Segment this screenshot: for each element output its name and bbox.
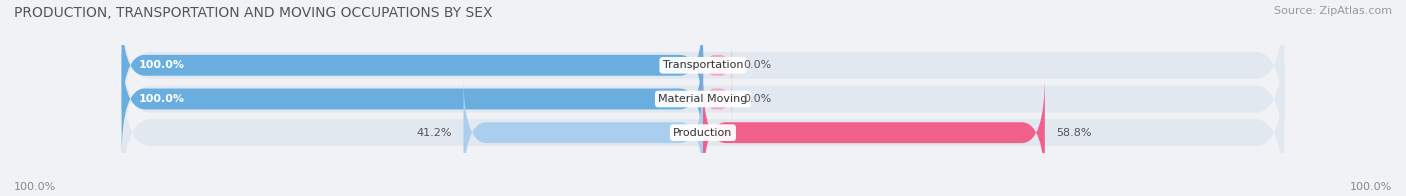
Text: 58.8%: 58.8% [1056, 128, 1092, 138]
Text: 41.2%: 41.2% [416, 128, 451, 138]
FancyBboxPatch shape [464, 76, 703, 190]
Text: 100.0%: 100.0% [139, 60, 186, 70]
Text: 0.0%: 0.0% [744, 94, 772, 104]
FancyBboxPatch shape [703, 76, 733, 122]
FancyBboxPatch shape [122, 62, 1284, 196]
Text: Production: Production [673, 128, 733, 138]
Text: 0.0%: 0.0% [744, 60, 772, 70]
Text: Source: ZipAtlas.com: Source: ZipAtlas.com [1274, 6, 1392, 16]
Text: 100.0%: 100.0% [1350, 182, 1392, 192]
Text: Material Moving: Material Moving [658, 94, 748, 104]
Text: 100.0%: 100.0% [139, 94, 186, 104]
FancyBboxPatch shape [122, 42, 703, 156]
FancyBboxPatch shape [703, 42, 733, 89]
FancyBboxPatch shape [122, 28, 1284, 170]
FancyBboxPatch shape [703, 76, 1045, 190]
Text: 100.0%: 100.0% [14, 182, 56, 192]
Text: PRODUCTION, TRANSPORTATION AND MOVING OCCUPATIONS BY SEX: PRODUCTION, TRANSPORTATION AND MOVING OC… [14, 6, 492, 20]
Text: Transportation: Transportation [662, 60, 744, 70]
FancyBboxPatch shape [122, 0, 1284, 136]
FancyBboxPatch shape [122, 8, 703, 122]
